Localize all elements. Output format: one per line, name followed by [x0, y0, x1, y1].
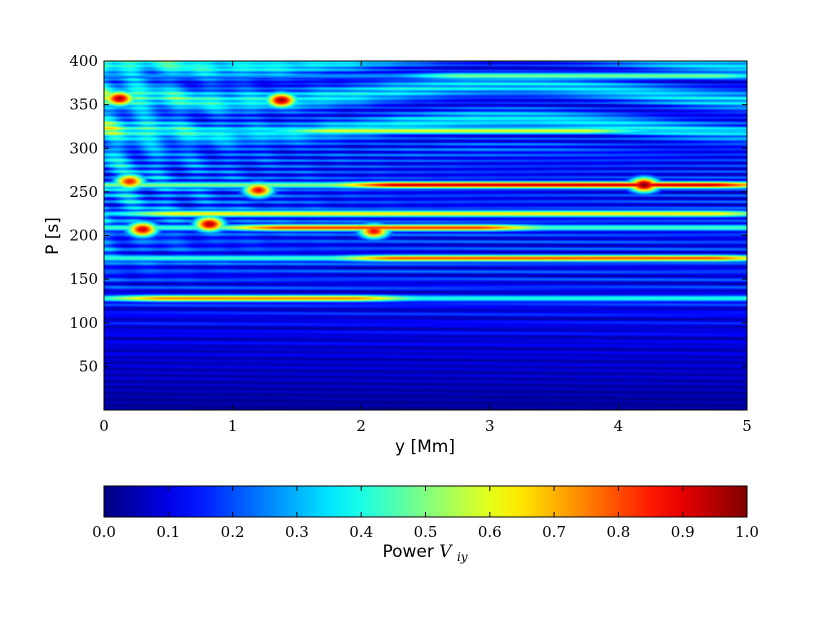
colorbar-tick-label: 0.4 [349, 523, 373, 541]
y-axis-label: P [s] [43, 217, 63, 255]
x-tick-label: 3 [485, 417, 495, 435]
colorbar-gradient [103, 485, 748, 518]
y-tick-label: 250 [69, 183, 98, 201]
y-tick-label: 150 [69, 270, 98, 288]
colorbar-tick-label: 0.8 [606, 523, 630, 541]
colorbar-tick-label: 0.9 [671, 523, 695, 541]
x-tick-label: 1 [228, 417, 238, 435]
x-tick-label: 2 [356, 417, 366, 435]
colorbar-tick-label: 0.3 [285, 523, 309, 541]
y-tick-label: 350 [69, 96, 98, 114]
heatmap-plot [103, 60, 748, 411]
y-tick-label: 50 [79, 357, 98, 375]
colorbar-tick-label: 1.0 [735, 523, 759, 541]
y-tick-label: 100 [69, 314, 98, 332]
colorbar-tick-label: 0.6 [478, 523, 502, 541]
x-axis-ticks: 0 1 2 3 4 5 [99, 61, 752, 435]
colorbar-ticks: 0.0 0.1 0.2 0.3 0.4 0.5 0.6 0.7 0.8 0.9 1.0 [92, 486, 759, 541]
y-tick-label: 300 [69, 139, 98, 157]
x-tick-label: 5 [742, 417, 752, 435]
colorbar-tick-label: 0.2 [221, 523, 245, 541]
y-tick-label: 400 [69, 52, 98, 70]
colorbar-tick-label: 0.7 [542, 523, 566, 541]
x-tick-label: 4 [614, 417, 624, 435]
heatmap-image [104, 61, 747, 410]
colorbar-tick-label: 0.5 [414, 523, 438, 541]
colorbar-tick-label: 0.1 [156, 523, 180, 541]
colorbar [103, 485, 748, 518]
colorbar-tick-label: 0.0 [92, 523, 116, 541]
y-axis-ticks: 50 100 150 200 250 300 350 400 [69, 52, 747, 375]
colorbar-label-subscript: iy [457, 550, 468, 564]
colorbar-label-math: V [439, 542, 453, 562]
x-axis-label: y [Mm] [395, 437, 455, 457]
colorbar-label: Power V iy [382, 542, 467, 564]
colorbar-label-text: Power [382, 542, 439, 562]
x-tick-label: 0 [99, 417, 109, 435]
y-tick-label: 200 [69, 227, 98, 245]
